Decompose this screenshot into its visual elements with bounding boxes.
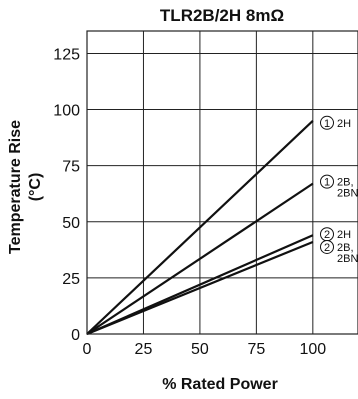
y-tick-label: 75 xyxy=(62,159,80,176)
series-lines xyxy=(86,119,314,336)
series-line xyxy=(86,119,314,335)
series-annotation: 2 2H xyxy=(320,227,351,242)
x-tick-label: 50 xyxy=(191,341,209,358)
y-axis-label: Temperature Rise xyxy=(7,120,24,254)
x-tick-label: 100 xyxy=(299,341,326,358)
x-tick-label: 25 xyxy=(135,341,153,358)
series-annotation: 1 2H xyxy=(320,115,351,130)
y-tick-label: 0 xyxy=(71,327,80,344)
series-label: 2BN xyxy=(337,253,358,265)
grid xyxy=(87,31,358,334)
y-tick-label: 25 xyxy=(62,271,80,288)
y-tick-label: 50 xyxy=(62,215,80,232)
chart-title: TLR2B/2H 8mΩ xyxy=(160,6,284,25)
series-label: 2B, xyxy=(337,242,354,254)
x-tick-label: 75 xyxy=(247,341,265,358)
y-axis-unit: (°C) xyxy=(27,173,44,202)
series-label: 2H xyxy=(337,229,351,241)
series-line xyxy=(86,240,314,336)
marker-circle xyxy=(320,174,334,189)
marker-number: 1 xyxy=(324,118,330,130)
marker-number: 1 xyxy=(324,177,330,189)
series-line xyxy=(86,182,314,335)
marker-circle xyxy=(320,115,334,130)
marker-number: 2 xyxy=(324,242,330,254)
x-tick-label: 0 xyxy=(83,341,92,358)
x-tick-labels: 0 25 50 75 100 xyxy=(83,341,327,358)
series-annotation: 2 2B,2BN xyxy=(320,239,358,265)
y-tick-labels: 0 25 50 75 100 125 xyxy=(53,46,80,344)
marker-number: 2 xyxy=(324,229,330,241)
plot-frame xyxy=(86,30,358,335)
series-annotation: 1 2B,2BN xyxy=(320,174,358,200)
series-label: 2BN xyxy=(337,188,358,200)
series-label: 2B, xyxy=(337,177,354,189)
x-axis-label: % Rated Power xyxy=(162,376,278,393)
y-tick-label: 100 xyxy=(53,103,80,120)
y-tick-label: 125 xyxy=(53,46,80,63)
marker-circle xyxy=(320,239,334,254)
series-label: 2H xyxy=(337,118,351,130)
